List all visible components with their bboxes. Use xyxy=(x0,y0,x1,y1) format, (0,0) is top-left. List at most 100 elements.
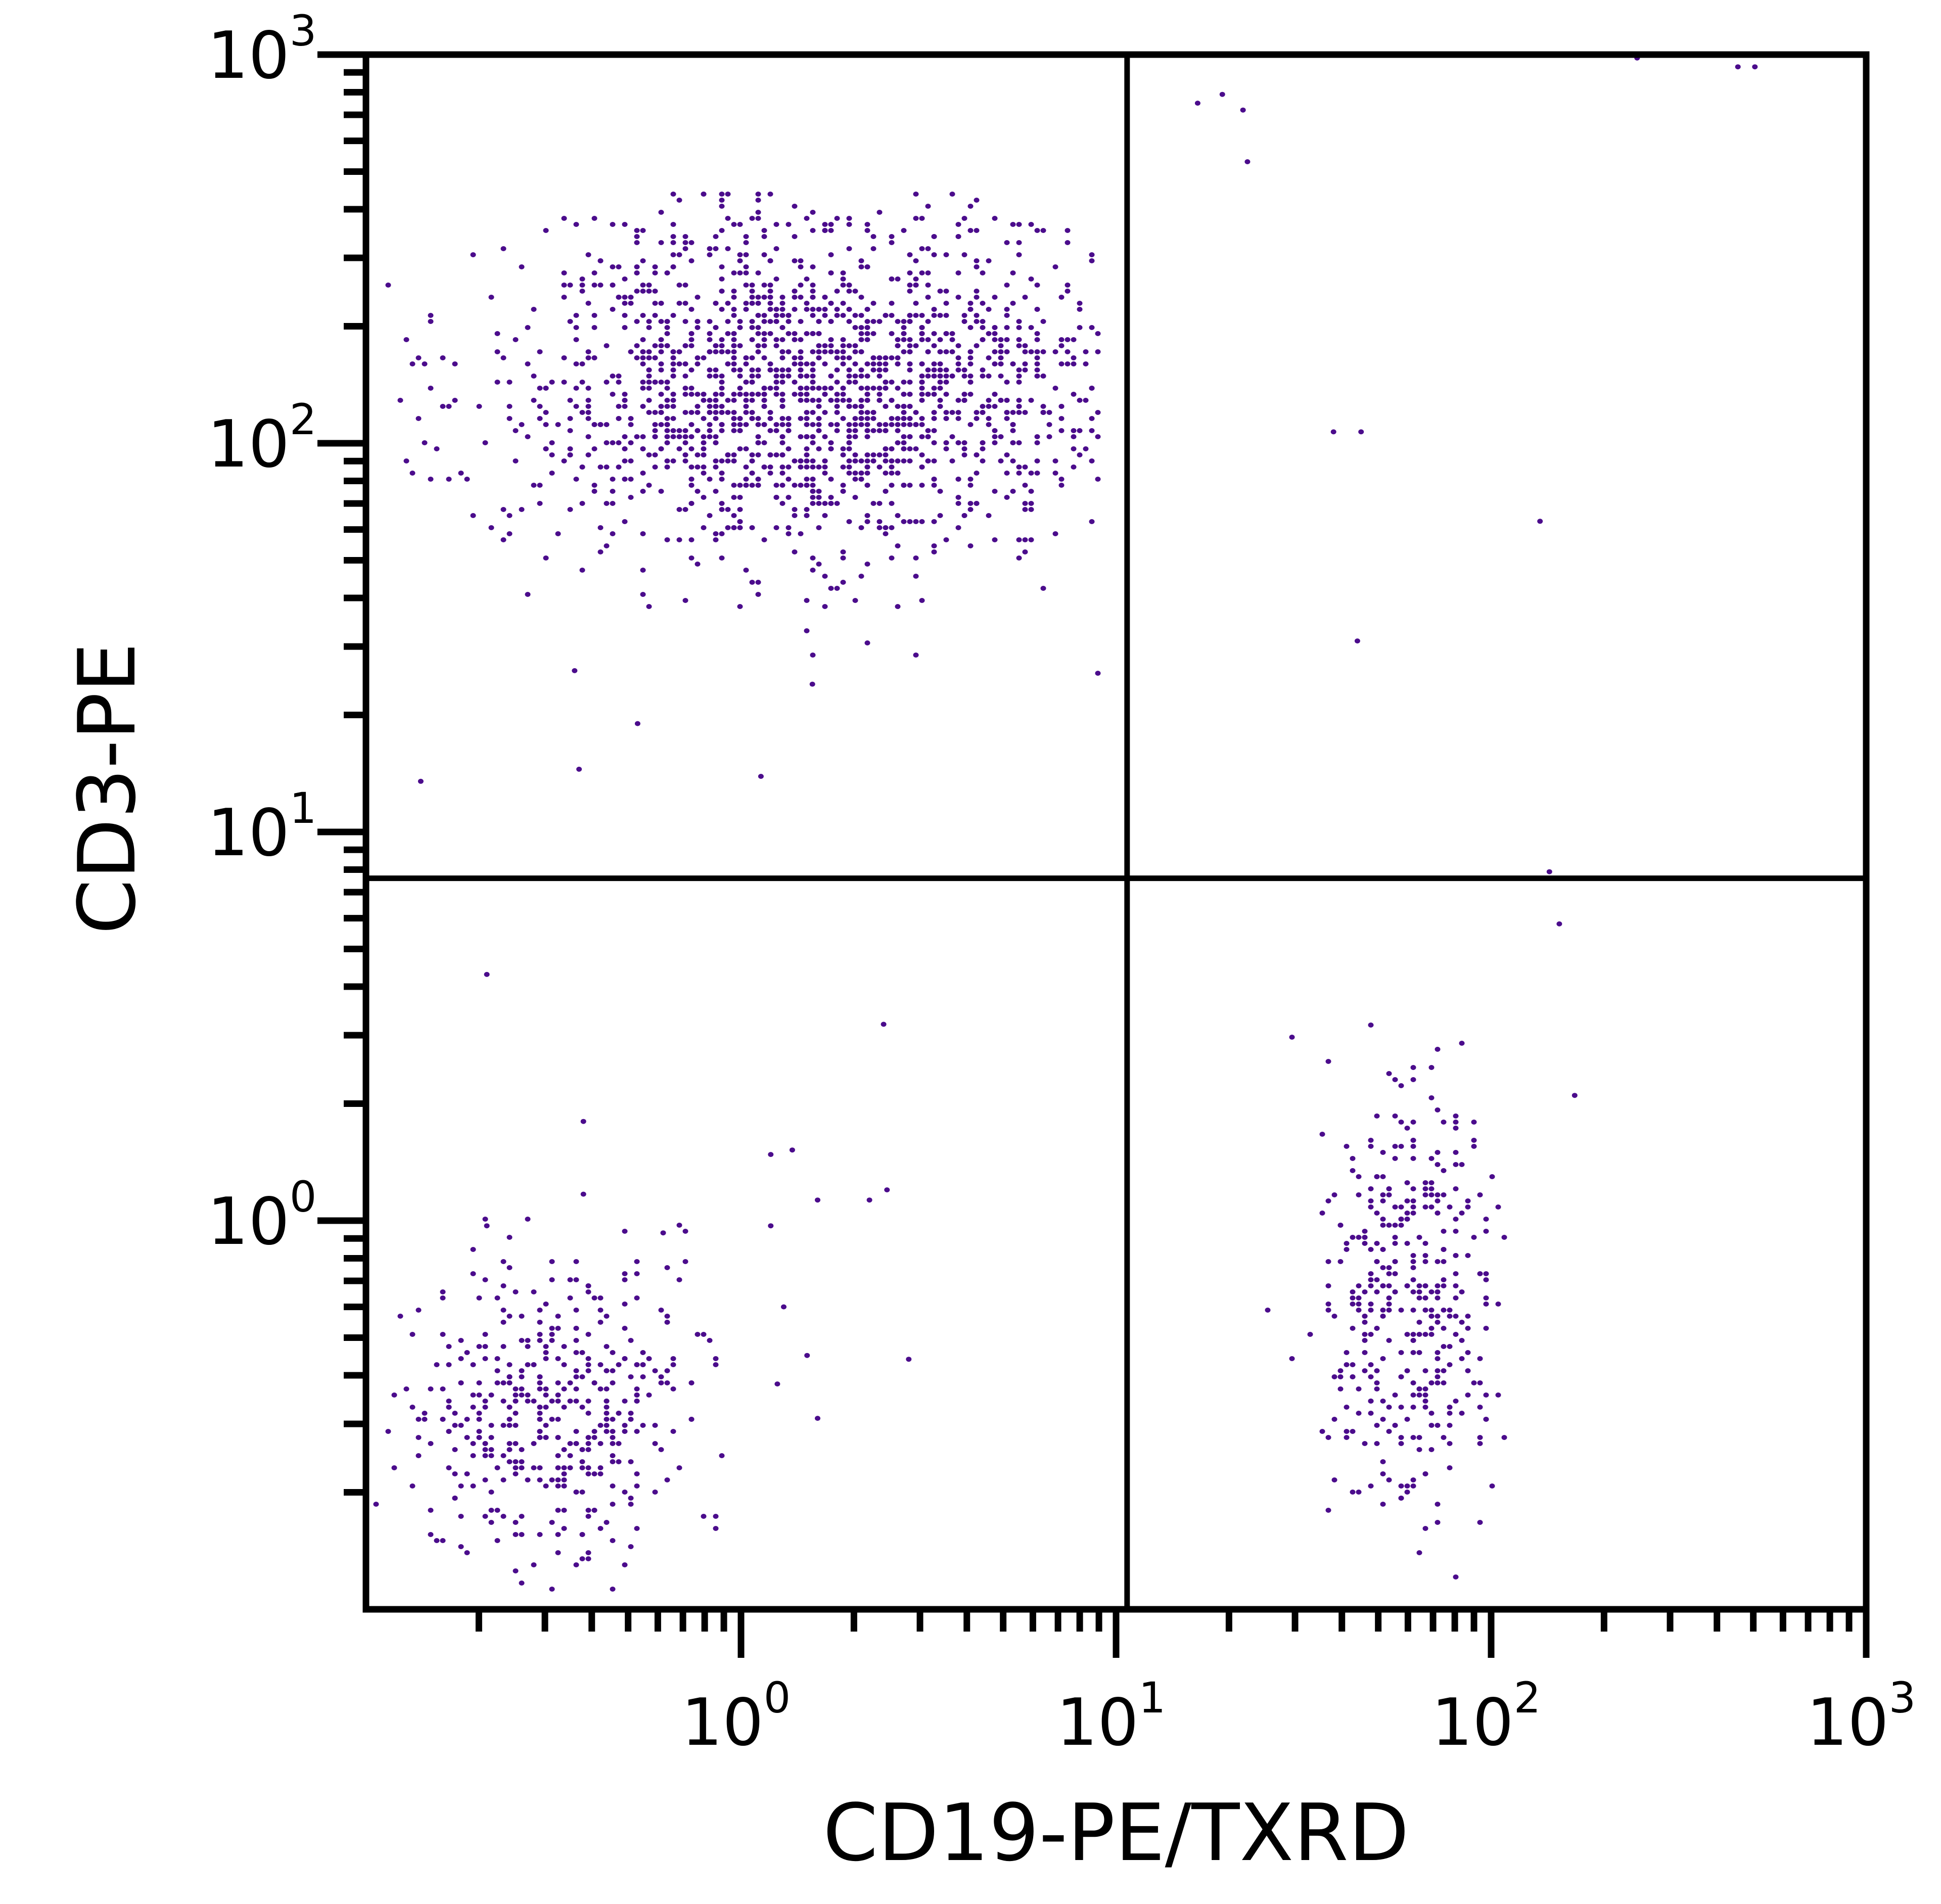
event-dot xyxy=(816,331,822,336)
event-dot xyxy=(494,1465,500,1470)
event-dot xyxy=(876,319,883,324)
event-dot xyxy=(610,440,616,445)
event-dot xyxy=(415,1417,422,1422)
event-dot xyxy=(1016,325,1022,330)
event-dot xyxy=(761,386,767,391)
event-dot xyxy=(1368,1302,1374,1307)
event-dot xyxy=(828,301,834,306)
event-dot xyxy=(446,1362,452,1367)
event-dot xyxy=(1447,1405,1453,1410)
event-dot xyxy=(555,1356,561,1361)
x-tick-label: 102 xyxy=(1431,1673,1541,1760)
event-dot xyxy=(1410,1144,1416,1149)
event-dot xyxy=(773,386,779,391)
event-dot xyxy=(1016,380,1022,385)
event-dot xyxy=(585,1356,591,1361)
event-dot xyxy=(1386,1265,1392,1270)
event-dot xyxy=(658,349,664,354)
event-dot xyxy=(761,440,767,445)
event-dot xyxy=(519,1465,525,1470)
event-dot xyxy=(1022,343,1028,348)
event-dot xyxy=(925,246,931,251)
event-dot xyxy=(779,452,785,457)
event-dot xyxy=(585,252,591,257)
event-dot xyxy=(1089,386,1095,391)
event-dot xyxy=(682,458,688,463)
event-dot xyxy=(1356,1386,1362,1391)
event-dot xyxy=(1077,325,1083,330)
event-dot xyxy=(1386,1302,1392,1307)
event-dot xyxy=(810,367,816,373)
event-dot xyxy=(1362,1338,1368,1343)
event-dot xyxy=(622,1271,628,1276)
event-dot xyxy=(907,349,913,354)
event-dot xyxy=(883,525,889,530)
event-dot xyxy=(719,349,725,354)
event-dot xyxy=(743,422,749,427)
event-dot xyxy=(1422,1295,1428,1301)
event-dot xyxy=(464,1471,470,1476)
event-dot xyxy=(943,392,949,397)
event-dot xyxy=(652,313,658,318)
event-dot xyxy=(628,1502,634,1507)
event-dot xyxy=(1071,361,1077,366)
event-dot xyxy=(1416,1386,1422,1391)
event-dot xyxy=(895,458,901,463)
event-dot xyxy=(1028,537,1034,542)
event-dot xyxy=(810,349,816,354)
event-dot xyxy=(919,422,925,427)
event-dot xyxy=(1483,1229,1489,1234)
event-dot xyxy=(1422,1368,1428,1373)
event-dot xyxy=(1358,429,1364,435)
event-dot xyxy=(810,501,816,506)
event-dot xyxy=(707,513,713,518)
event-dot xyxy=(434,446,440,451)
event-dot xyxy=(1422,1332,1428,1337)
event-dot xyxy=(834,289,840,294)
event-dot xyxy=(913,422,919,427)
event-dot xyxy=(931,313,937,318)
event-dot xyxy=(931,392,937,397)
event-dot xyxy=(494,1356,500,1361)
event-dot xyxy=(1428,1180,1435,1185)
event-dot xyxy=(913,283,919,288)
event-dot xyxy=(640,380,646,385)
event-dot xyxy=(1016,367,1022,373)
event-dot xyxy=(870,301,876,306)
event-dot xyxy=(876,392,883,397)
event-dot xyxy=(852,428,858,433)
event-dot xyxy=(858,331,864,336)
event-dot xyxy=(943,313,949,318)
event-dot xyxy=(422,1417,428,1422)
event-dot xyxy=(519,1514,525,1519)
event-dot xyxy=(943,440,949,445)
event-dot xyxy=(1422,1186,1428,1191)
event-dot xyxy=(610,283,616,288)
event-dot xyxy=(634,1259,640,1264)
event-dot xyxy=(792,549,798,554)
event-dot xyxy=(1447,1308,1453,1313)
event-dot xyxy=(840,276,846,282)
event-dot xyxy=(676,361,682,366)
event-dot xyxy=(670,234,676,239)
event-dot xyxy=(646,355,652,360)
event-dot xyxy=(967,361,974,366)
event-dot xyxy=(767,471,773,476)
event-dot xyxy=(828,495,834,500)
event-dot xyxy=(1095,671,1101,676)
event-dot xyxy=(731,422,737,427)
event-dot xyxy=(725,361,731,366)
event-dot xyxy=(931,477,937,482)
event-dot xyxy=(967,477,974,482)
event-dot xyxy=(506,404,513,409)
event-dot xyxy=(580,1191,586,1197)
event-dot xyxy=(1495,1392,1501,1398)
event-dot xyxy=(719,392,725,397)
event-dot xyxy=(870,458,876,463)
event-dot xyxy=(1404,1490,1410,1495)
event-dot xyxy=(682,234,688,239)
event-dot xyxy=(913,653,919,658)
event-dot xyxy=(1368,1023,1374,1028)
event-dot xyxy=(816,386,822,391)
event-dot xyxy=(1089,416,1095,421)
